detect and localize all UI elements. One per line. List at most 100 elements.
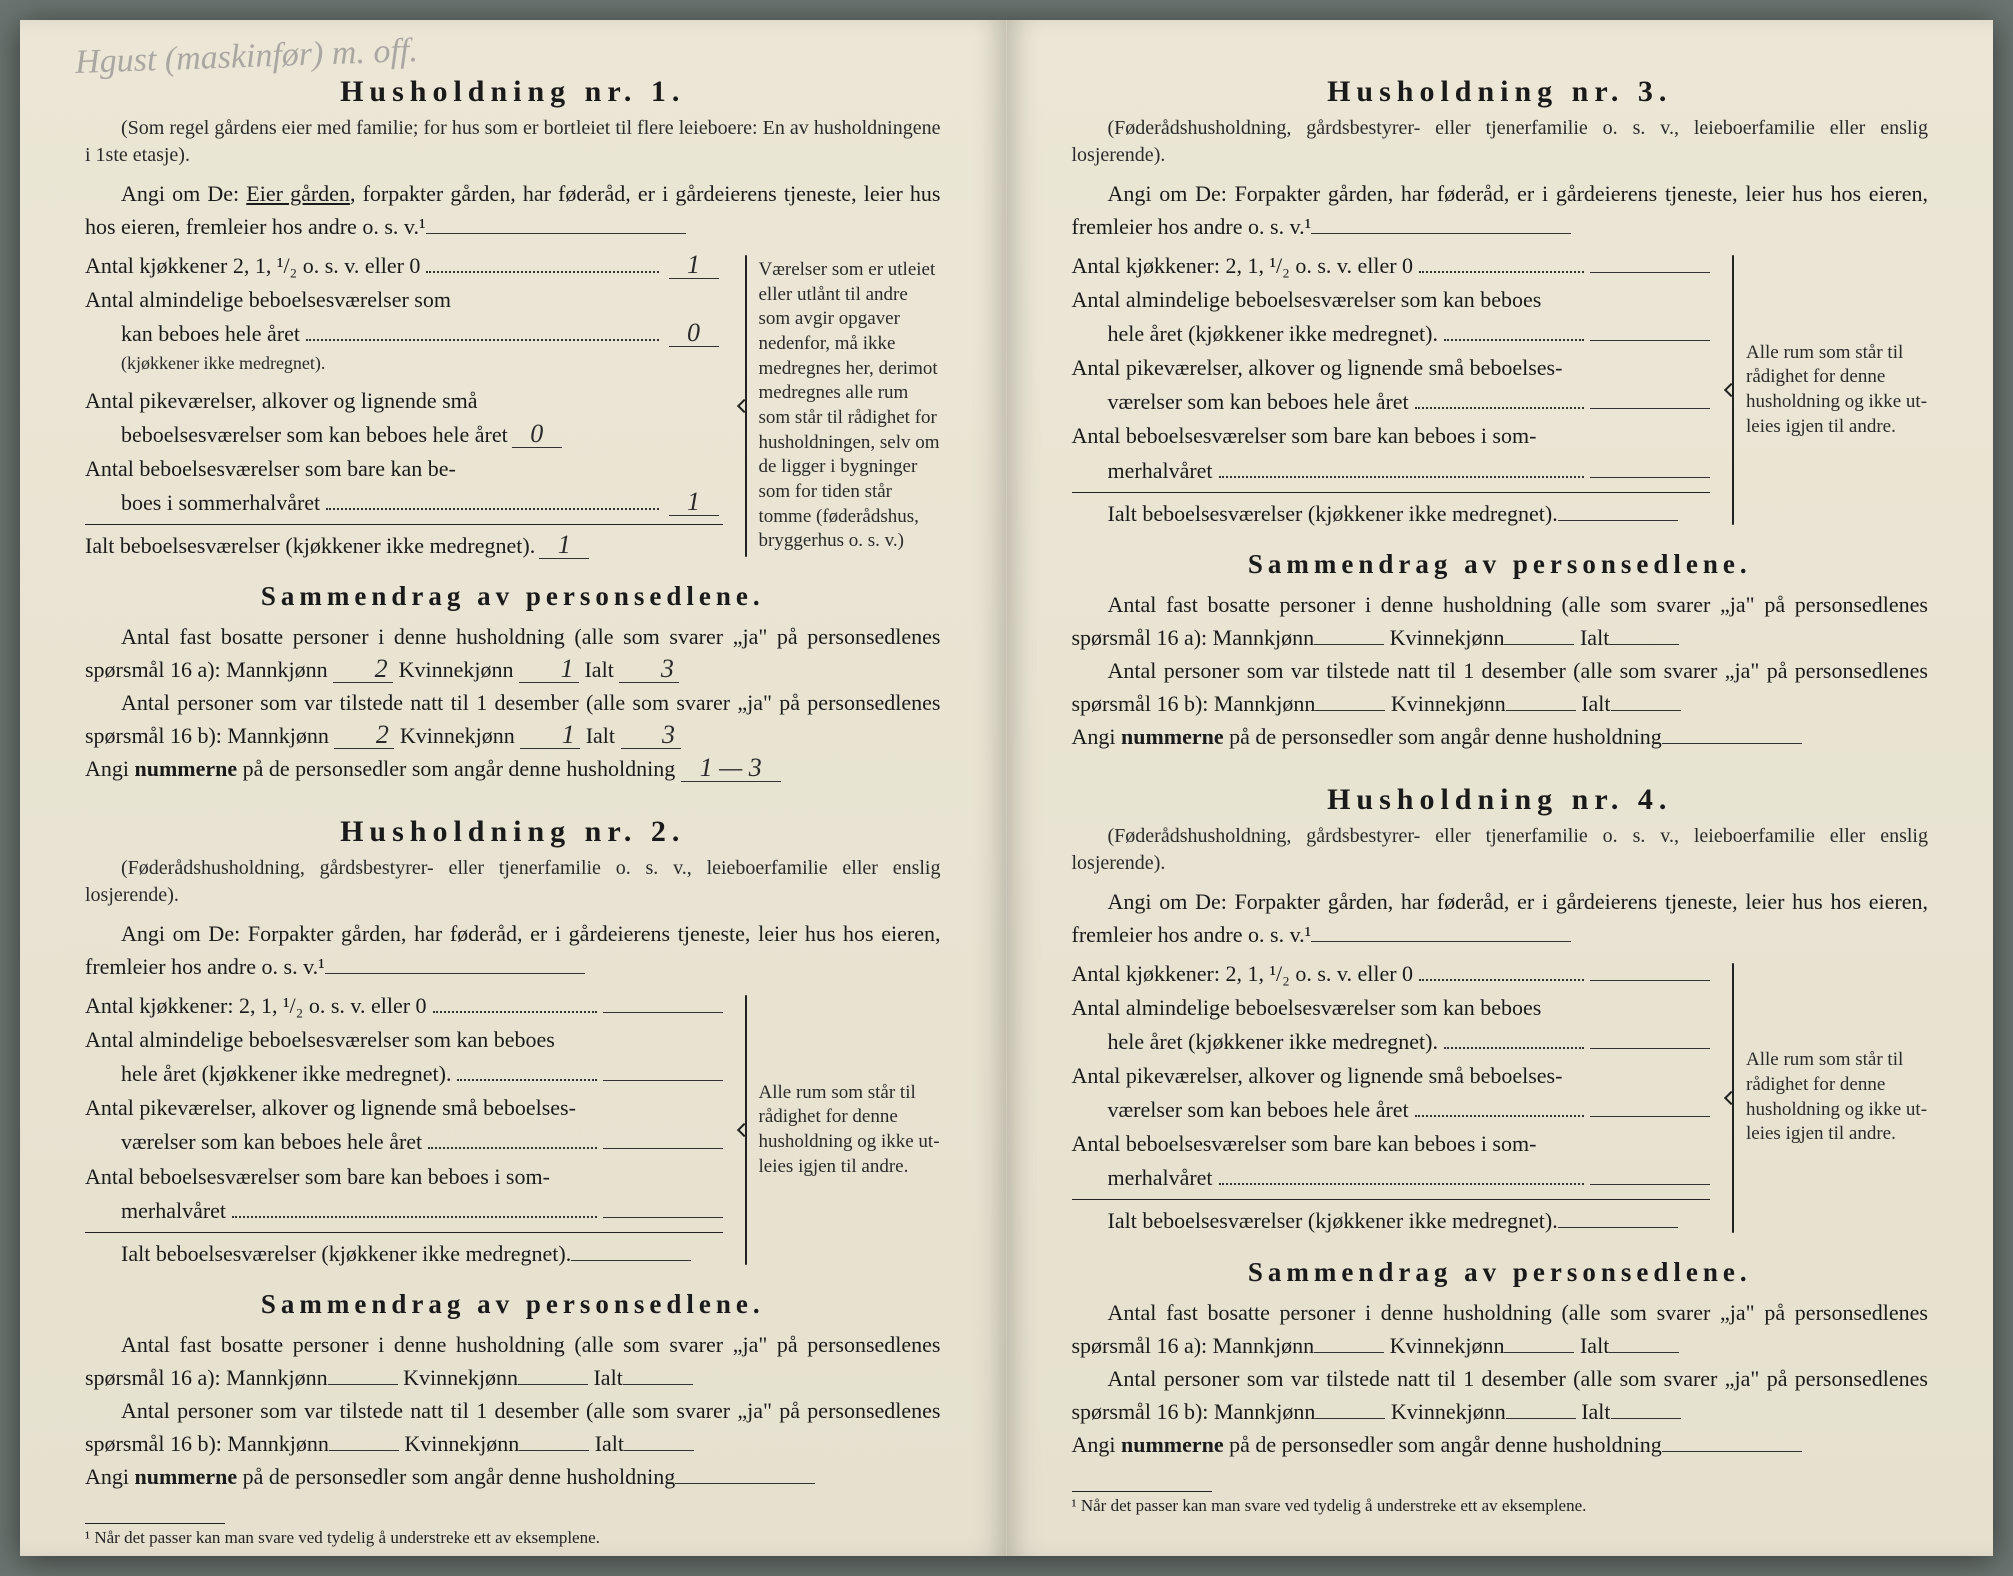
g2-r3a: Antal pikeværelser, alkover og lignende … xyxy=(85,1091,576,1125)
sum16a-pre: Antal fast bosatte personer i denne hush… xyxy=(85,624,941,682)
row1-label: Antal kjøkkener 2, 1, ¹/₂ o. s. v. eller… xyxy=(85,249,420,283)
g2-kv: Kvinnekjønn xyxy=(403,1365,518,1390)
g2-total-blank xyxy=(571,1239,691,1261)
sum-title-1: Sammendrag av personsedlene. xyxy=(85,581,941,612)
angi-line-2: Angi om De: Forpakter gården, har føderå… xyxy=(85,917,941,983)
nummer-blank-3 xyxy=(1662,722,1802,744)
g4-ialt-b: Ialt xyxy=(1581,1399,1610,1424)
brace-icon-4 xyxy=(1724,957,1742,1239)
g4-r2-blank xyxy=(1590,1027,1710,1049)
row4-value: 1 xyxy=(669,489,719,516)
g2-r1: Antal kjøkkener: 2, 1, ¹/₂ o. s. v. elle… xyxy=(85,989,427,1023)
sidenote-3-text: Alle rum som står til rådighet for denne… xyxy=(1746,341,1928,440)
sum16b-m: 2 xyxy=(334,722,394,749)
g3-16a-i xyxy=(1609,623,1679,645)
handwritten-note: Hgust (maskinfør) m. off. xyxy=(74,32,418,81)
g2-16a-m xyxy=(328,1363,398,1385)
section-title-4: Husholdning nr. 4. xyxy=(1072,783,1929,817)
g2-r3-blank xyxy=(603,1127,723,1149)
g4-r3a: Antal pikeværelser, alkover og lignende … xyxy=(1072,1059,1563,1093)
row4a-label: Antal beboelsesværelser som bare kan be- xyxy=(85,452,456,486)
angi-line-1: Angi om De: Eier gården, forpakter gårde… xyxy=(85,177,941,243)
section-title-3: Husholdning nr. 3. xyxy=(1072,75,1929,109)
angi-line-3: Angi om De: Forpakter gården, har føderå… xyxy=(1072,177,1929,243)
g2-r2a: Antal almindelige beboelsesværelser som … xyxy=(85,1023,555,1057)
footnote-right: ¹ Når det passer kan man svare ved tydel… xyxy=(1072,1496,1929,1516)
angi-blank-2 xyxy=(325,952,585,974)
row4b-label: boes i sommerhalvåret xyxy=(121,486,320,520)
sum-16a-3: Antal fast bosatte personer i denne hush… xyxy=(1072,588,1929,654)
rows-block-3: Antal kjøkkener: 2, 1, ¹/₂ o. s. v. elle… xyxy=(1072,249,1929,531)
row2-value: 0 xyxy=(669,320,719,347)
kvinne-label: Kvinnekjønn xyxy=(399,657,514,682)
sidenote-1: Værelser som er utleiet eller utlånt til… xyxy=(741,249,941,563)
g4-kv: Kvinnekjønn xyxy=(1390,1333,1505,1358)
section-husholdning-4: Husholdning nr. 4. (Føderådshusholdning,… xyxy=(1072,783,1929,1461)
angi-pre: Angi om De: xyxy=(121,181,246,206)
g2-16a-i xyxy=(623,1363,693,1385)
sum-16a-1: Antal fast bosatte personer i denne hush… xyxy=(85,620,941,686)
brace-icon-3 xyxy=(1724,249,1742,531)
g3-r1: Antal kjøkkener: 2, 1, ¹/₂ o. s. v. elle… xyxy=(1072,249,1414,283)
angi-blank-4 xyxy=(1311,920,1571,942)
section-title-1: Husholdning nr. 1. xyxy=(85,75,941,109)
row3b-label: beboelsesværelser som kan beboes hele år… xyxy=(121,418,508,452)
kvinne-label-b: Kvinnekjønn xyxy=(400,723,515,748)
nummer-blank-2 xyxy=(675,1462,815,1484)
sum16a-k: 1 xyxy=(519,656,579,683)
sum-16a-2: Antal fast bosatte personer i denne hush… xyxy=(85,1328,941,1394)
nummerne-bold: nummerne xyxy=(135,756,238,781)
nummer-line-1: Angi nummerne på de personsedler som ang… xyxy=(85,752,941,785)
g4-r2b: hele året (kjøkkener ikke medregnet). xyxy=(1108,1025,1438,1059)
row3-value: 0 xyxy=(512,421,562,448)
row2a-label: Antal almindelige beboelsesværelser som xyxy=(85,283,451,317)
g2-total: Ialt beboelsesværelser (kjøkkener ikke m… xyxy=(121,1237,571,1271)
row3a-label: Antal pikeværelser, alkover og lignende … xyxy=(85,384,478,418)
g3-ialt: Ialt xyxy=(1580,625,1609,650)
sum16a-m: 2 xyxy=(333,656,393,683)
sidenote-4-text: Alle rum som står til rådighet for denne… xyxy=(1746,1048,1928,1147)
g2-kv-b: Kvinnekjønn xyxy=(404,1431,519,1456)
total-value: 1 xyxy=(539,532,589,559)
g3-total-blank xyxy=(1558,499,1678,521)
rows-block-2: Antal kjøkkener: 2, 1, ¹/₂ o. s. v. elle… xyxy=(85,989,941,1271)
g4-16a-i xyxy=(1609,1331,1679,1353)
nummerne-bold-2: nummerne xyxy=(135,1464,238,1489)
section-title-2: Husholdning nr. 2. xyxy=(85,815,941,849)
angi-blank-3 xyxy=(1311,212,1571,234)
g4-16a-k xyxy=(1504,1331,1574,1353)
sum16b-k: 1 xyxy=(520,722,580,749)
section-subnote-2: (Føderådshusholdning, gårdsbestyrer- ell… xyxy=(85,855,941,909)
section-husholdning-2: Husholdning nr. 2. (Føderådshusholdning,… xyxy=(85,815,941,1493)
page-right: Husholdning nr. 3. (Føderådshusholdning,… xyxy=(1007,20,1994,1556)
g2-16a-k xyxy=(518,1363,588,1385)
g4-r1-blank xyxy=(1590,959,1710,981)
g4-total: Ialt beboelsesværelser (kjøkkener ikke m… xyxy=(1108,1204,1558,1238)
row2b-label: kan beboes hele året xyxy=(121,317,300,351)
g3-16a-m xyxy=(1314,623,1384,645)
g4-r3b: værelser som kan beboes hele året xyxy=(1108,1093,1409,1127)
row2-note: (kjøkkener ikke medregnet). xyxy=(85,351,723,375)
nummer-line-2: Angi nummerne på de personsedler som ang… xyxy=(85,1460,941,1493)
sum-16a-4: Antal fast bosatte personer i denne hush… xyxy=(1072,1296,1929,1362)
g4-16b-m xyxy=(1315,1397,1385,1419)
sum-title-2: Sammendrag av personsedlene. xyxy=(85,1289,941,1320)
sidenote-3: Alle rum som står til rådighet for denne… xyxy=(1728,249,1928,531)
g2-r3b: værelser som kan beboes hele året xyxy=(121,1125,422,1159)
g4-r1: Antal kjøkkener: 2, 1, ¹/₂ o. s. v. elle… xyxy=(1072,957,1414,991)
g4-r4b: merhalvåret xyxy=(1108,1161,1213,1195)
g3-ialt-b: Ialt xyxy=(1581,691,1610,716)
g3-kv-b: Kvinnekjønn xyxy=(1391,691,1506,716)
g2-r4a: Antal beboelsesværelser som bare kan beb… xyxy=(85,1160,550,1194)
g2-16b-m xyxy=(329,1429,399,1451)
sum-16b-1: Antal personer som var tilstede natt til… xyxy=(85,686,941,752)
sum-16b-2: Antal personer som var tilstede natt til… xyxy=(85,1394,941,1460)
angi-blank xyxy=(426,212,686,234)
g3-r4-blank xyxy=(1590,456,1710,478)
nummerne-bold-3: nummerne xyxy=(1121,724,1224,749)
g2-r1-blank xyxy=(603,991,723,1013)
sum-16b-4: Antal personer som var tilstede natt til… xyxy=(1072,1362,1929,1428)
g4-r2a: Antal almindelige beboelsesværelser som … xyxy=(1072,991,1542,1025)
nummerne-bold-4: nummerne xyxy=(1121,1432,1224,1457)
page-left: Hgust (maskinfør) m. off. Husholdning nr… xyxy=(20,20,1007,1556)
